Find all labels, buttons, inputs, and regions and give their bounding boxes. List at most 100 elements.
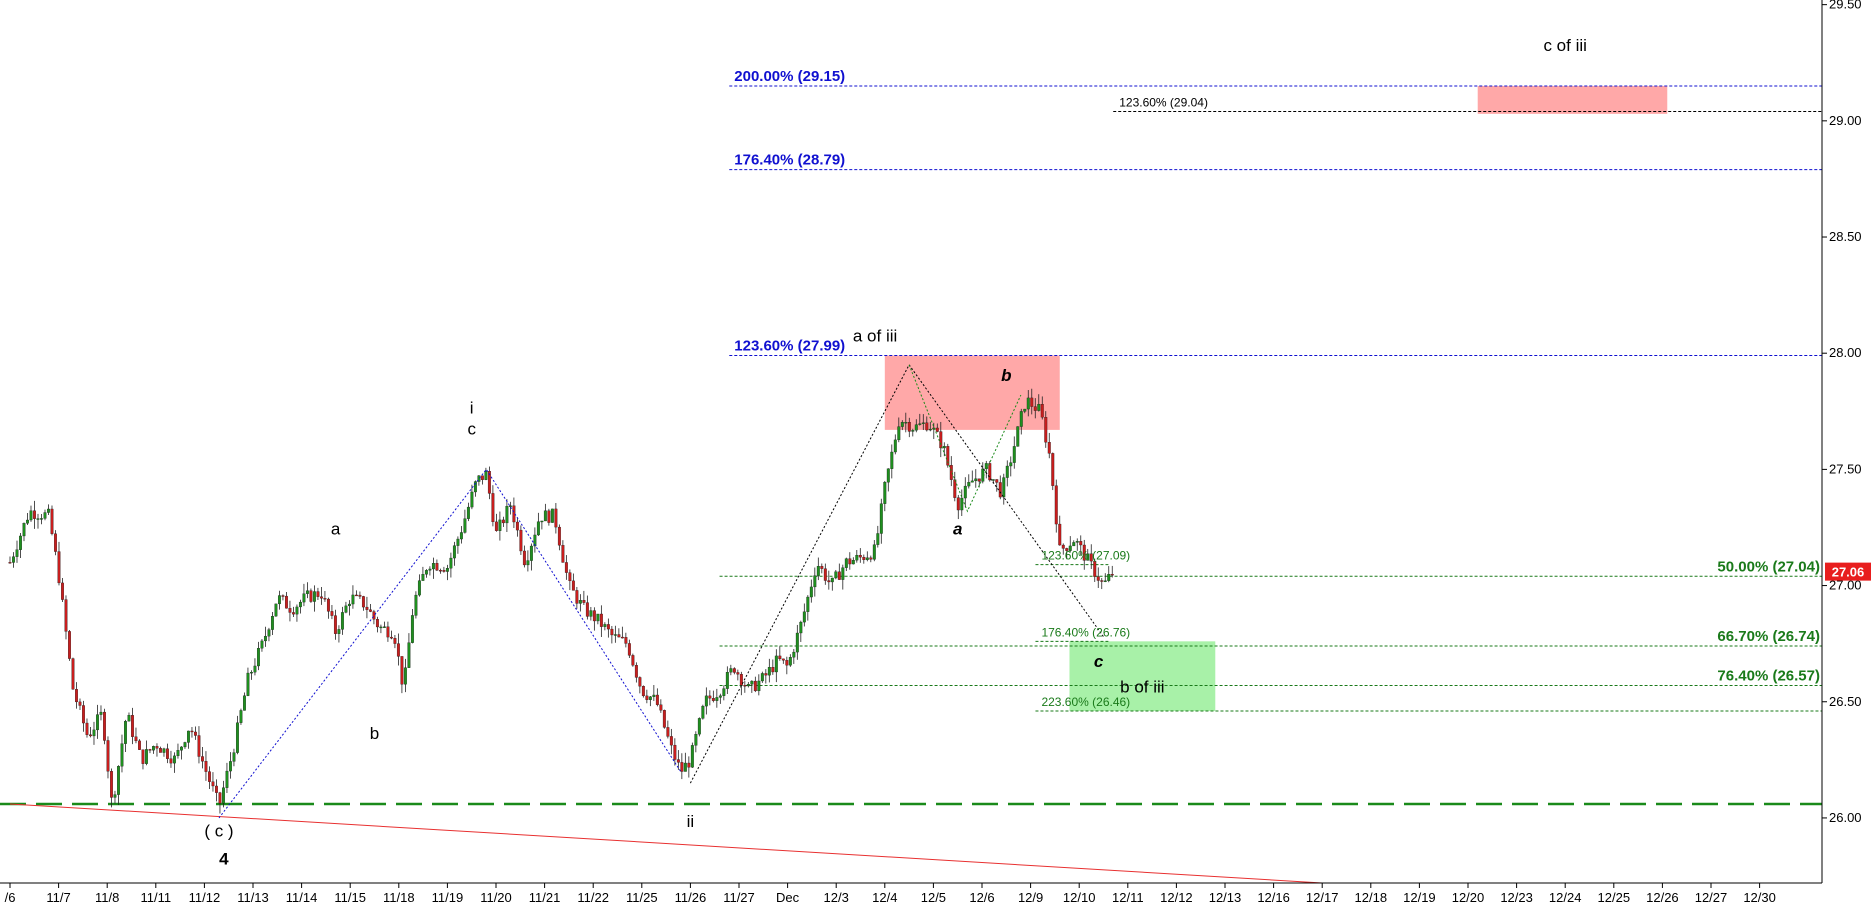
candle-body-301: [1061, 544, 1065, 549]
candle-body-167: [592, 610, 596, 622]
x-tick-label-12-19-29: 12/19: [1403, 890, 1436, 905]
candle-body-168: [596, 613, 600, 622]
candle-body-86: [309, 590, 313, 602]
candle-body-27: [103, 711, 106, 741]
candle-body-90: [323, 598, 327, 600]
candle-body-142: [505, 506, 509, 524]
candle-body-163: [578, 600, 582, 604]
candle-body-85: [305, 590, 309, 594]
candle-body-285: [1005, 465, 1009, 478]
candle-body-116: [414, 594, 418, 616]
candle-body-63: [228, 761, 232, 772]
candle-body-48: [176, 750, 180, 757]
x-tick-label-11-18-8: 11/18: [383, 890, 415, 905]
candle-body-20: [78, 701, 82, 706]
x-tick-label-11-13-5: 11/13: [237, 890, 269, 905]
candle-body-313: [1103, 580, 1107, 582]
candle-body-257: [907, 422, 911, 432]
candle-body-180: [638, 677, 642, 687]
candle-body-276: [974, 478, 978, 482]
y-tick-label-27-50: 27.50: [1829, 461, 1862, 476]
candle-body-118: [421, 574, 425, 581]
candle-body-159: [564, 562, 568, 573]
candle-body-89: [319, 596, 323, 599]
candle-body-66: [239, 710, 243, 723]
candle-body-204: [722, 688, 726, 696]
candle-body-219: [774, 655, 778, 673]
candle-body-175: [620, 636, 624, 639]
candle-body-65: [235, 722, 239, 753]
candle-body-24: [92, 729, 96, 737]
candle-body-310: [1093, 560, 1097, 577]
candle-body-97: [347, 603, 351, 607]
wave-label-b-1: b: [370, 724, 379, 743]
candle-body-160: [568, 572, 572, 582]
candle-body-283: [998, 482, 1002, 498]
candle-body-1: [12, 556, 15, 563]
candle-body-54: [197, 735, 201, 757]
candle-body-271: [956, 497, 960, 511]
candle-body-261: [921, 422, 925, 424]
candle-body-192: [680, 762, 684, 772]
candle-body-314: [1107, 574, 1111, 581]
fib-label-223-60-26-46: 223.60% (26.46): [1041, 695, 1130, 709]
candle-body-69: [249, 672, 253, 674]
candle-body-153: [543, 510, 547, 522]
x-tick-label-12-6-20: 12/6: [969, 890, 994, 905]
candle-body-291: [1026, 397, 1030, 410]
candle-body-258: [911, 430, 915, 432]
candle-body-123: [438, 570, 442, 572]
candle-body-50: [183, 742, 187, 748]
candle-body-265: [935, 427, 939, 432]
candle-body-30: [113, 794, 117, 798]
fibonacci-labels: 200.00% (29.15) 123.60% (29.04) 176.40% (2…: [734, 68, 1820, 709]
candle-body-267: [942, 446, 946, 449]
candle-body-0: [8, 562, 12, 564]
candle-body-304: [1072, 542, 1076, 547]
y-tick-label-28-50: 28.50: [1829, 229, 1862, 244]
wave-lines: [218, 363, 1104, 819]
candle-body-32: [120, 743, 124, 767]
candle-body-275: [970, 480, 974, 483]
candle-body-137: [487, 471, 491, 494]
candle-body-303: [1068, 545, 1072, 551]
candle-body-214: [757, 680, 761, 692]
candle-body-249: [879, 503, 883, 534]
x-tick-label-12-16-26: 12/16: [1257, 890, 1290, 905]
candle-body-229: [809, 586, 813, 598]
candle-body-295: [1040, 404, 1044, 418]
candle-body-187: [662, 710, 666, 728]
last-price-label: 27.06: [1832, 565, 1865, 580]
candle-body-127: [452, 545, 456, 559]
candle-body-93: [333, 615, 337, 634]
candle-body-77: [277, 595, 281, 605]
wave-label-c-4: ( c ): [204, 822, 233, 841]
candle-body-111: [396, 643, 400, 657]
candle-body-3: [19, 535, 22, 550]
fib-label-50-00-27-04: 50.00% (27.04): [1717, 558, 1820, 575]
candle-body-92: [330, 611, 334, 616]
x-tick-label-12-20-30: 12/20: [1452, 890, 1485, 905]
x-tick-label-12-24-32: 12/24: [1549, 890, 1582, 905]
candle-body-226: [799, 621, 803, 634]
candle-body-45: [166, 748, 169, 759]
candle-body-248: [876, 533, 880, 545]
wave-label-i-2: i: [470, 399, 474, 418]
candle-body-284: [1002, 477, 1006, 498]
candle-body-70: [253, 665, 257, 673]
candle-body-23: [89, 734, 92, 737]
candle-body-138: [491, 493, 495, 523]
candle-body-282: [995, 479, 999, 483]
candle-body-121: [431, 563, 435, 570]
candle-body-136: [484, 471, 488, 480]
candle-body-43: [159, 748, 162, 753]
candle-body-147: [522, 550, 526, 566]
fib-label-123-60-27-99: 123.60% (27.99): [734, 338, 845, 355]
candle-body-193: [683, 762, 687, 772]
y-tick-label-29-50: 29.50: [1829, 0, 1862, 12]
candle-body-113: [403, 667, 407, 685]
candle-body-176: [624, 637, 628, 644]
x-tick-label-11-26-14: 11/26: [675, 890, 707, 905]
